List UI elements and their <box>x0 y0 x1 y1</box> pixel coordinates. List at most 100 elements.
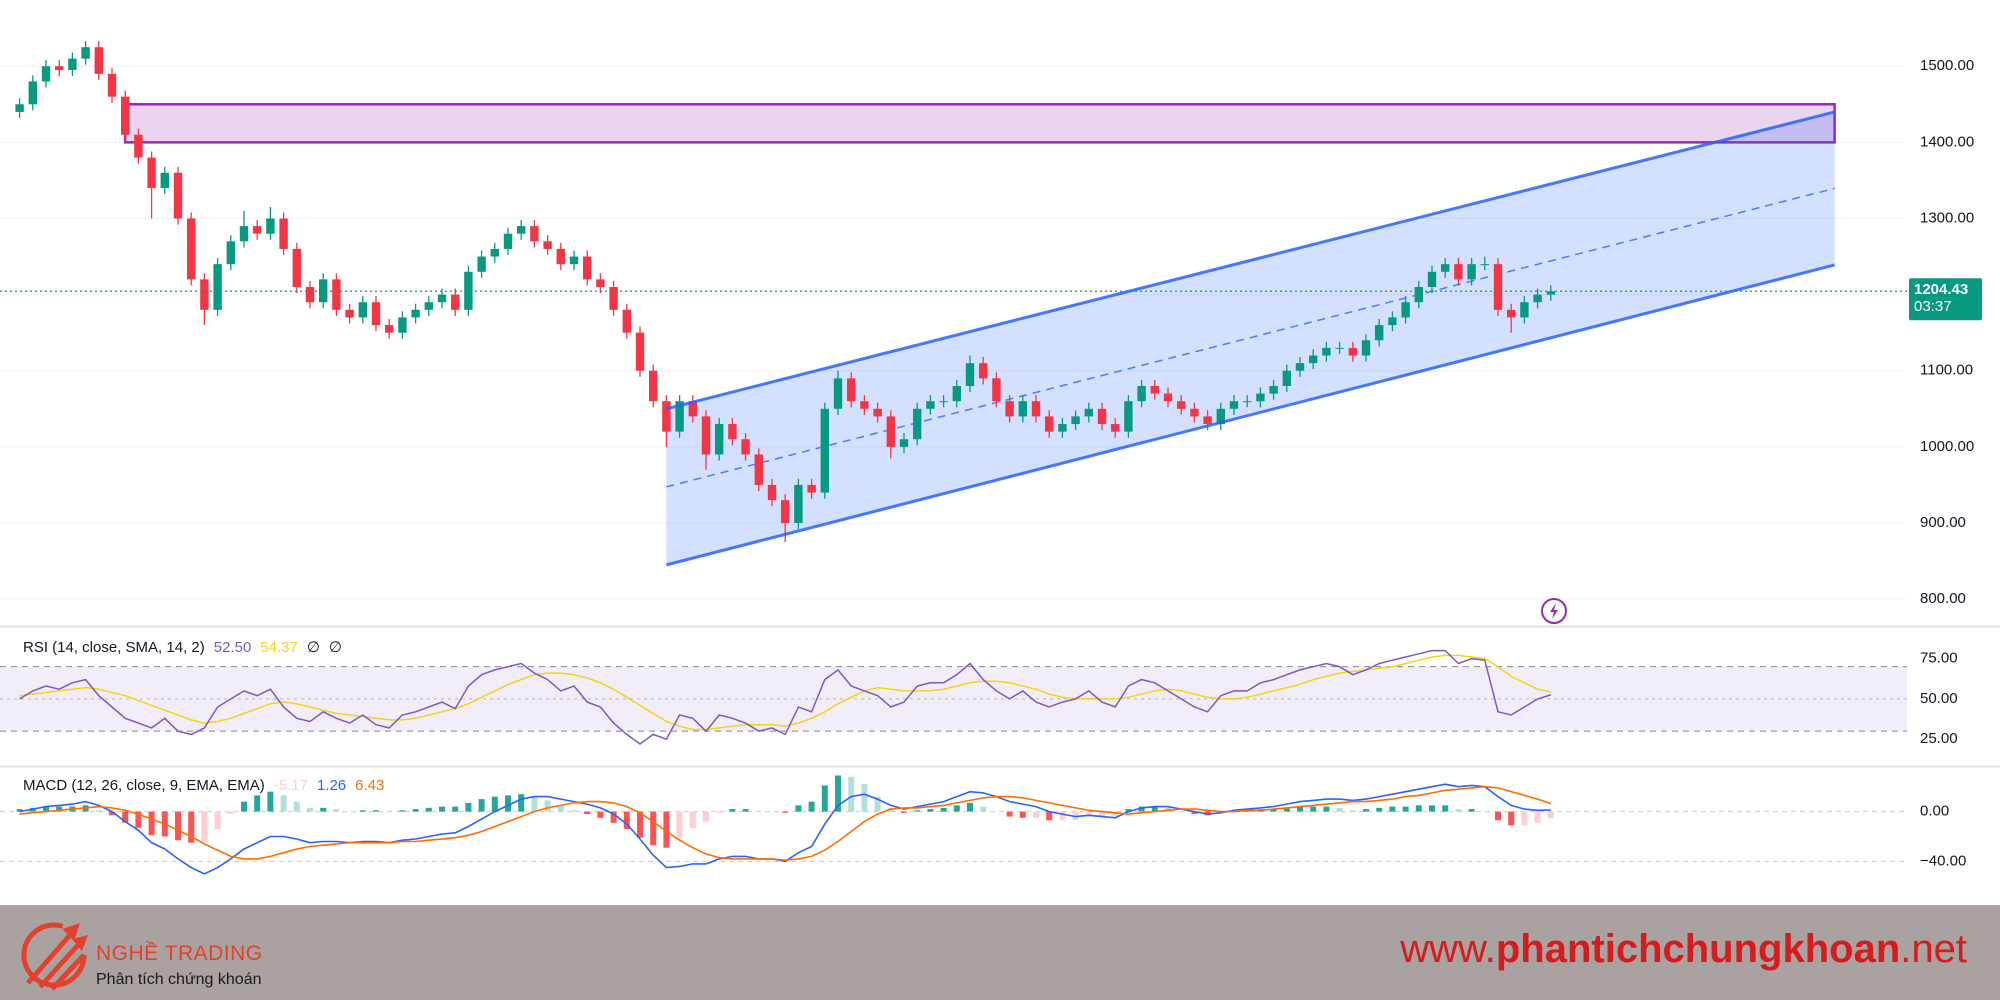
channel-upper <box>666 110 1835 411</box>
candle-body <box>899 439 909 447</box>
histogram-bar <box>491 796 498 812</box>
histogram-bar <box>967 802 973 812</box>
histogram-bar <box>716 811 723 813</box>
candle-body <box>160 172 169 189</box>
y-tick-label: 1300.00 <box>1920 209 1974 226</box>
candle-body <box>939 401 948 403</box>
histogram-bar <box>214 811 221 830</box>
url-main: phantichchungkhoan <box>1495 927 1901 971</box>
histogram-bar <box>650 811 657 846</box>
candle-body <box>358 302 367 318</box>
candle-body <box>94 47 103 74</box>
histogram-bar <box>280 795 287 812</box>
y-tick-label: 1400.00 <box>1920 133 1974 150</box>
alert-icon[interactable] <box>1541 598 1567 624</box>
candle-body <box>1084 408 1093 417</box>
histogram-bar <box>571 810 577 812</box>
candle-body <box>68 58 77 71</box>
histogram-bar <box>821 785 828 812</box>
histogram-bar <box>1495 811 1501 821</box>
candle-body <box>411 309 420 318</box>
y-tick-label: 900.00 <box>1920 514 1966 531</box>
histogram-bar <box>439 806 445 812</box>
candle-body <box>926 401 935 409</box>
candle-body <box>1229 401 1239 409</box>
candle-body <box>1493 264 1503 310</box>
candle-body <box>701 416 711 455</box>
countdown-label: 03:37 <box>1914 298 1952 315</box>
histogram-bar <box>465 802 472 812</box>
candle-body <box>979 363 988 379</box>
histogram-bar <box>689 811 696 828</box>
histogram-bar <box>188 811 195 843</box>
candle-body <box>213 264 222 310</box>
histogram-bar <box>795 805 802 812</box>
candle-body <box>107 73 117 97</box>
histogram-bar <box>927 809 934 812</box>
candle-body <box>873 408 882 417</box>
logo <box>21 922 88 991</box>
histogram-bar <box>808 801 815 812</box>
candle-body <box>965 363 975 386</box>
histogram-bar <box>544 800 551 812</box>
histogram-bar <box>412 809 419 812</box>
candle-body <box>279 218 288 249</box>
candle-body <box>767 484 777 501</box>
histogram-bar <box>452 806 459 812</box>
histogram-bar <box>782 811 789 813</box>
candle-body <box>741 439 750 455</box>
candle-body <box>688 401 697 417</box>
chart-background <box>0 0 2000 905</box>
chart: 800.00900.001000.001100.001200.001300.00… <box>0 0 2000 905</box>
candle-body <box>886 416 895 447</box>
histogram-bar <box>729 809 736 812</box>
candle-body <box>1388 317 1397 326</box>
histogram-bar <box>584 811 591 815</box>
histogram-bar <box>1033 811 1039 818</box>
candle-body <box>1097 408 1107 425</box>
resistance-zone <box>123 103 1836 144</box>
candle-body <box>464 271 473 310</box>
candle-body <box>556 248 565 265</box>
candle-body <box>635 332 645 371</box>
candle-body <box>715 424 724 455</box>
candle-body <box>1150 385 1159 394</box>
histogram-bar <box>1455 809 1462 812</box>
candle-body <box>543 241 552 249</box>
candle-body <box>1348 347 1357 356</box>
histogram-bar <box>1059 811 1066 821</box>
histogram-bar <box>1046 811 1053 821</box>
histogram-bar <box>1138 806 1145 812</box>
candle-body <box>319 279 328 303</box>
candle-body <box>1414 286 1423 303</box>
histogram-bar <box>676 811 683 838</box>
histogram-bar <box>307 807 313 812</box>
candle-body <box>662 401 671 432</box>
candle-body <box>820 408 829 493</box>
candle-body <box>1533 294 1542 303</box>
histogram-bar <box>1336 807 1343 812</box>
histogram-bar <box>1125 809 1132 812</box>
macd-signal-value: 6.43 <box>355 777 385 794</box>
candle-body <box>1467 264 1476 280</box>
histogram-bar <box>835 775 841 812</box>
candle-body <box>1045 416 1054 432</box>
histogram-bar <box>940 807 947 812</box>
histogram-bar <box>901 811 907 813</box>
candle-body <box>1309 355 1318 364</box>
histogram-bar <box>1508 811 1515 826</box>
histogram-bar <box>1534 811 1541 823</box>
candle-body <box>1427 271 1437 287</box>
price-label-box <box>1909 278 1982 321</box>
rsi-flag: ∅ <box>328 639 342 656</box>
candle-body <box>266 218 275 234</box>
series-line <box>19 654 1551 731</box>
histogram-bar <box>980 806 987 812</box>
rsi-flag: ∅ <box>306 639 320 656</box>
candle-body <box>292 248 301 287</box>
histogram-bar <box>1297 806 1303 812</box>
histogram-bar <box>1415 805 1422 812</box>
website[interactable]: www.phantichchungkhoan.net <box>1400 927 1967 972</box>
histogram-bar <box>557 805 564 812</box>
